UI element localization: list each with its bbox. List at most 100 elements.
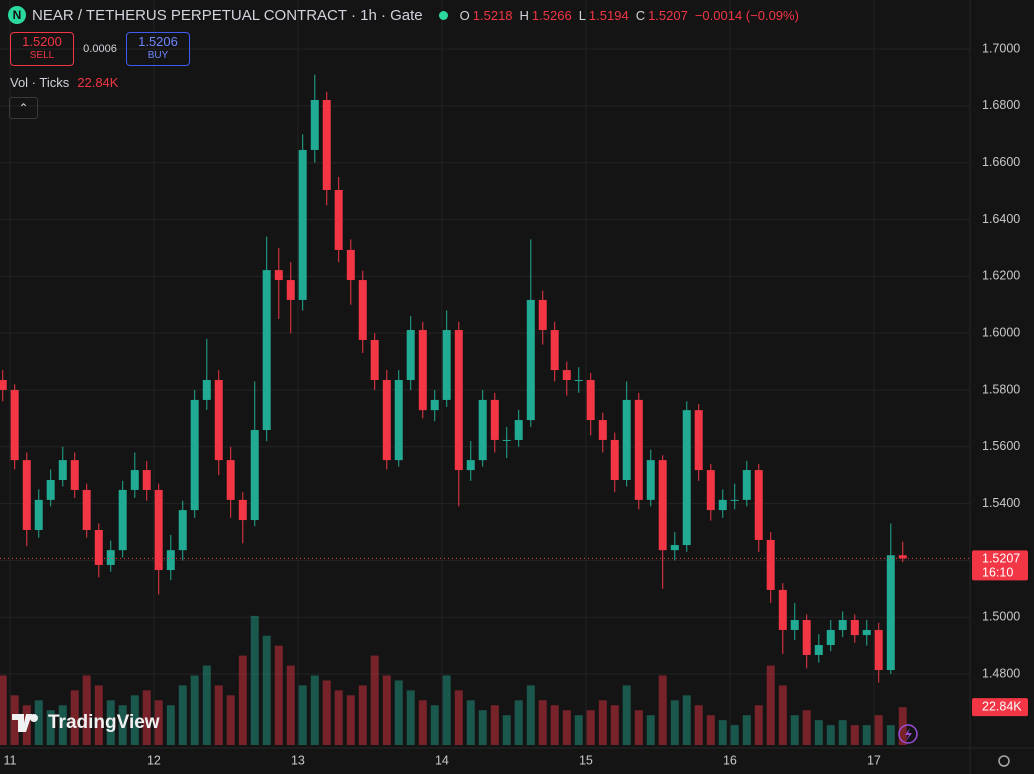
volume-bar [214,685,223,745]
candle-body [778,589,787,630]
volume-bar [562,710,571,745]
volume-bar [358,685,367,745]
logo: TradingView [12,712,160,734]
volume-bar [886,725,895,745]
volume-bar [406,690,415,745]
volume-bar [478,710,487,745]
candle-body [58,460,67,481]
candle-body [886,555,895,671]
ohlc-key: H [519,7,529,23]
candle-body [334,190,343,250]
chart-header: N NEAR / TETHERUS PERPETUAL CONTRACT · 1… [8,6,803,24]
volume-bar [826,725,835,745]
ohlc-value: 1.5218 [472,7,513,23]
candle-body [298,149,307,300]
settings-icon[interactable] [998,755,1010,767]
candle-body [898,555,907,559]
volume-bar [370,655,379,745]
flash-icon[interactable] [898,724,918,744]
volume-bar [166,705,175,745]
volume-bar [514,700,523,745]
volume-bar [538,700,547,745]
y-tick-label: 1.6400 [982,212,1020,226]
candle-body [610,439,619,481]
volume-bar [418,700,427,745]
y-tick-label: 1.5800 [982,382,1020,396]
sell-button[interactable]: 1.5200 SELL [10,32,74,66]
candle-body [454,330,463,471]
candle-body [682,410,691,546]
candle-body [826,629,835,646]
buy-label: BUY [147,50,169,61]
volume-bar [94,685,103,745]
candle-body [514,420,523,440]
y-tick-label: 1.6600 [982,155,1020,169]
x-tick-label: 11 [3,753,16,767]
volume-bar [802,710,811,745]
volume-bar [790,715,799,745]
volume-bar [862,725,871,745]
candle-body [130,470,139,490]
volume-label-box [972,698,1028,717]
volume-bar [10,695,19,745]
candle-body [862,629,871,636]
volume-bar [0,675,7,745]
candle-body [646,460,655,500]
sell-price: 1.5200 [22,34,62,49]
candle-body [406,330,415,381]
candle-body [718,499,727,511]
volume-bar [382,675,391,745]
volume-bar [310,675,319,745]
volume-bar [118,705,127,745]
volume-bar [130,695,139,745]
ohlc-key: L [578,7,586,23]
candle-body [202,380,211,400]
y-tick-label: 1.5400 [982,496,1020,510]
volume-bar [430,705,439,745]
candle-body [754,470,763,540]
countdown-label: 16:10 [982,566,1013,580]
candle-body [598,420,607,440]
volume-bar [322,680,331,745]
candle-body [178,510,187,551]
volume-bar [286,665,295,745]
candle-body [214,380,223,461]
candle-body [574,380,583,382]
candle-body [730,499,739,501]
volume-bar [766,665,775,745]
candle-body [274,270,283,281]
y-tick-label: 1.4800 [982,666,1020,680]
flash-icon-bolt [905,728,912,741]
x-tick-label: 17 [867,753,881,767]
last-price-label: 1.5207 [982,552,1020,566]
ohlc-value: 1.5194 [588,7,629,23]
ohlc-key: C [635,7,646,23]
candle-body [634,399,643,500]
collapse-button[interactable]: ⌃ [9,97,38,119]
candle-body [250,430,259,521]
candle-body [850,620,859,636]
candle-body [526,299,535,421]
candle-body [478,399,487,461]
candle-body [766,539,775,590]
volume-value: 22.84K [77,75,119,90]
x-tick-label: 12 [147,753,161,767]
candle-body [118,489,127,551]
volume-bar [526,685,535,745]
volume-bar [574,715,583,745]
candle-body [874,629,883,671]
buy-button[interactable]: 1.5206 BUY [126,32,190,66]
volume-bar [814,720,823,745]
candle-body [802,620,811,655]
volume-legend: Vol · Ticks 22.84K [10,75,118,90]
volume-bar [142,690,151,745]
candle-body [142,470,151,490]
volume-bar [706,715,715,745]
candle-body [82,489,91,530]
volume-bar [694,705,703,745]
volume-bar [250,615,259,745]
volume-bar [850,725,859,745]
